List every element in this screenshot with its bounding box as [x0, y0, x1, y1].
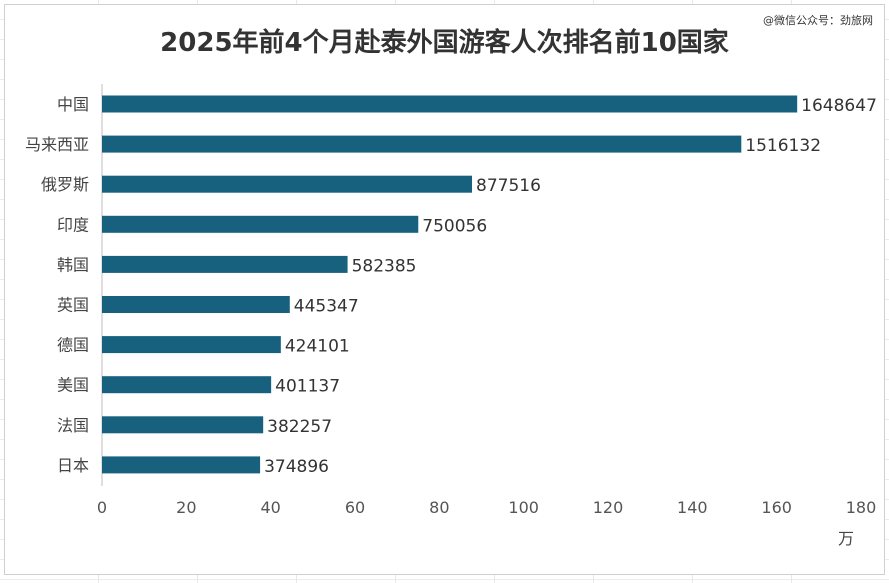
category-label-8: 法国	[57, 416, 89, 435]
category-label-9: 日本	[57, 456, 89, 475]
bar-0	[102, 95, 798, 113]
x-tick-label-0: 0	[97, 498, 107, 517]
bar-8	[102, 416, 264, 434]
category-label-5: 英国	[57, 296, 89, 315]
category-label-3: 印度	[57, 215, 89, 234]
category-label-1: 马来西亚	[25, 135, 89, 154]
x-tick-label-4: 80	[429, 498, 449, 517]
value-label-4: 582385	[352, 256, 417, 276]
chart-title: 2025年前4个月赴泰外国游客人次排名前10国家	[160, 28, 729, 58]
bar-2	[102, 175, 473, 193]
category-label-4: 韩国	[57, 255, 89, 274]
value-label-9: 374896	[264, 457, 329, 477]
x-tick-label-1: 20	[176, 498, 196, 517]
value-label-6: 424101	[285, 337, 350, 357]
x-tick-label-8: 160	[761, 498, 792, 517]
value-label-0: 1648647	[801, 96, 877, 116]
bar-9	[102, 456, 261, 474]
value-label-5: 445347	[294, 297, 359, 317]
x-tick-label-7: 140	[677, 498, 708, 517]
value-label-2: 877516	[476, 176, 541, 196]
x-tick-label-6: 120	[593, 498, 624, 517]
category-label-7: 美国	[57, 376, 89, 395]
x-tick-label-3: 60	[345, 498, 365, 517]
x-unit-label: 万	[838, 529, 854, 548]
value-label-1: 1516132	[745, 136, 821, 156]
x-tick-label-5: 100	[508, 498, 539, 517]
bar-1	[102, 135, 742, 153]
category-label-6: 德国	[57, 336, 89, 355]
x-tick-label-2: 40	[260, 498, 280, 517]
category-label-2: 俄罗斯	[41, 175, 89, 194]
value-label-8: 382257	[267, 417, 332, 437]
bar-4	[102, 255, 348, 273]
value-label-3: 750056	[422, 216, 487, 236]
x-tick-label-9: 180	[846, 498, 877, 517]
value-label-7: 401137	[275, 377, 340, 397]
bar-6	[102, 336, 281, 354]
bar-7	[102, 376, 272, 394]
bar-3	[102, 215, 419, 233]
watermark: @微信公众号：劲旅网	[763, 14, 873, 27]
category-label-0: 中国	[57, 95, 89, 114]
bar-5	[102, 296, 290, 313]
